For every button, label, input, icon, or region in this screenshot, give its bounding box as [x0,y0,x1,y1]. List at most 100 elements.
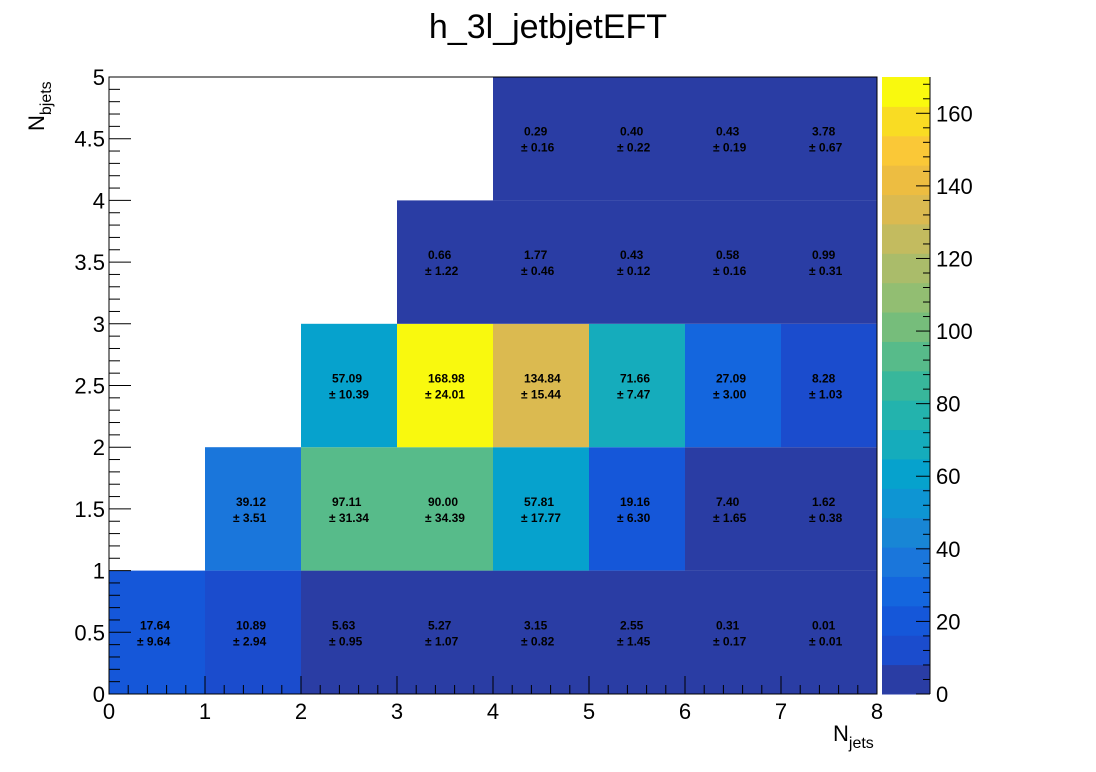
colorbar-tick-label: 20 [936,609,960,634]
heatmap-cell [781,200,877,324]
cell-value-label: 3.15 [524,618,548,632]
heatmap-cell [397,570,493,694]
colorbar-tick-label: 40 [936,537,960,562]
x-tick-label: 4 [487,699,499,724]
y-tick-label: 5 [93,65,105,90]
cell-error-label: ± 17.77 [521,511,561,525]
cell-value-label: 2.55 [620,618,644,632]
heatmap-cell [781,323,877,448]
x-tick-label: 0 [103,699,115,724]
cell-error-label: ± 0.01 [809,634,843,648]
heatmap-cell [493,323,589,448]
cell-error-label: ± 0.95 [329,634,363,648]
heatmap-cell [493,200,589,324]
chart-title: h_3l_jetbjetEFT [429,8,667,46]
colorbar-tick-label: 60 [936,464,960,489]
y-tick-label: 0 [93,682,105,707]
colorbar-segment [882,165,930,196]
cell-error-label: ± 6.30 [617,511,651,525]
x-tick-label: 6 [679,699,691,724]
y-axis: 0 0.5 1 1.5 2 2.5 3 3.5 4 4.5 5 [74,65,131,707]
heatmap-cells [109,77,877,694]
colorbar-tick-label: 100 [936,319,973,344]
cell-value-label: 10.89 [236,618,266,632]
colorbar: 0 20 40 60 80 100 120 140 160 [882,77,973,707]
colorbar-tick-label: 160 [936,101,973,126]
cell-value-label: 0.29 [524,125,548,139]
y-tick-label: 4 [93,188,105,213]
heatmap-cell [493,447,589,571]
cell-value-label: 0.58 [716,248,740,262]
heatmap-cell [493,77,589,201]
heatmap-cell [589,570,685,694]
heatmap-cell [685,200,781,324]
y-axis-label: Nbjets [24,81,55,131]
heatmap-cell [685,77,781,201]
cell-error-label: ± 0.38 [809,511,843,525]
heatmap-cell [589,77,685,201]
cell-error-label: ± 1.45 [617,634,651,648]
heatmap-cell-labels: 17.64 ± 9.64 10.89 ± 2.94 5.63 ± 0.95 5.27 ± 1.… [137,125,843,649]
heatmap-cell [589,323,685,448]
heatmap-cell [397,447,493,571]
y-tick-label: 4.5 [74,127,105,152]
x-axis: 0 1 2 3 4 5 6 7 8 [103,676,883,724]
colorbar-segment [882,77,930,107]
colorbar-segment [882,135,930,166]
colorbar-segment [882,517,930,548]
colorbar-segment [882,370,930,401]
heatmap-cell [205,447,301,571]
cell-error-label: ± 15.44 [521,388,561,402]
x-tick-label: 2 [295,699,307,724]
heatmap-cell [397,200,493,324]
cell-value-label: 1.77 [524,248,548,262]
colorbar-tick-label: 120 [936,246,973,271]
heatmap-cell [781,570,877,694]
cell-error-label: ± 0.16 [521,141,555,155]
cell-error-label: ± 0.67 [809,141,843,155]
colorbar-segment [882,400,930,431]
cell-value-label: 0.43 [716,125,740,139]
heatmap-cell [685,447,781,571]
x-tick-label: 1 [199,699,211,724]
colorbar-segment [882,635,930,666]
heatmap-cell [781,447,877,571]
colorbar-segment [882,605,930,636]
colorbar-segment [882,223,930,254]
colorbar-segment [882,282,930,313]
x-tick-label: 8 [871,699,883,724]
cell-error-label: ± 0.82 [521,634,555,648]
cell-error-label: ± 1.22 [425,264,459,278]
cell-value-label: 17.64 [140,618,170,632]
cell-value-label: 3.78 [812,125,836,139]
y-tick-label: 1.5 [74,497,105,522]
colorbar-tick-label: 80 [936,392,960,417]
cell-value-label: 19.16 [620,495,650,509]
colorbar-segment [882,312,930,342]
cell-error-label: ± 34.39 [425,511,465,525]
heatmap-cell [685,570,781,694]
cell-error-label: ± 0.46 [521,264,555,278]
cell-value-label: 5.63 [332,618,356,632]
cell-error-label: ± 0.19 [713,141,747,155]
cell-error-label: ± 0.17 [713,634,747,648]
heatmap-cell [493,570,589,694]
cell-value-label: 0.31 [716,618,740,632]
cell-value-label: 0.01 [812,618,836,632]
colorbar-segment [882,429,930,460]
cell-value-label: 57.09 [332,372,362,386]
cell-value-label: 168.98 [428,372,465,386]
heatmap-cell [205,570,301,694]
cell-value-label: 0.99 [812,248,836,262]
heatmap-cell [589,447,685,571]
heatmap-cell [589,200,685,324]
y-tick-label: 2.5 [74,374,105,399]
colorbar-segment [882,341,930,372]
cell-error-label: ± 0.16 [713,264,747,278]
colorbar-segment [882,576,930,607]
cell-value-label: 0.66 [428,248,452,262]
y-tick-label: 3 [93,312,105,337]
heatmap-cell [781,77,877,201]
colorbar-tick-label: 0 [936,682,948,707]
